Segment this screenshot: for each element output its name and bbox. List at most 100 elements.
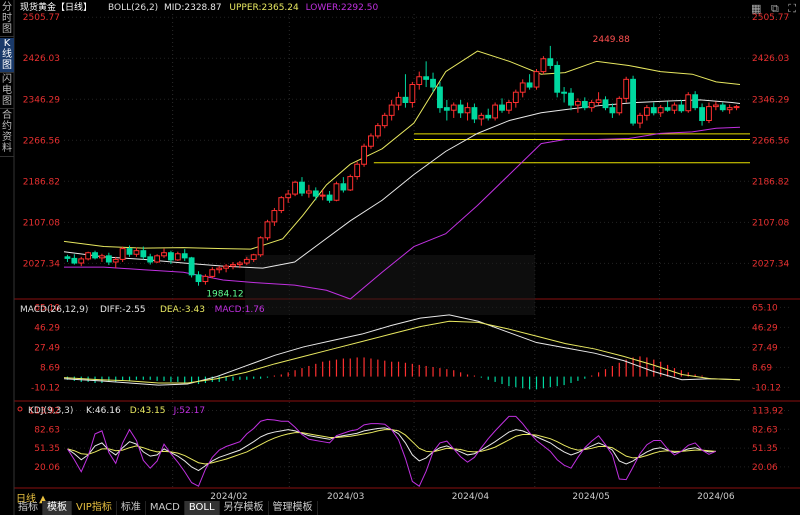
candle-body [574,100,581,106]
price-annotation-high: 2449.88 [593,35,630,45]
candle-body [671,104,678,111]
macd-ytick-left: 46.29 [34,323,60,333]
tab-templates[interactable]: 模板 [43,501,72,515]
tab-save-template[interactable]: 另存模板 [220,501,269,515]
candle-body [588,101,595,109]
candle-body [526,82,533,88]
compare-icon[interactable]: ⧉ [770,2,779,15]
tab-time-sharing[interactable]: 分时图 [0,2,14,37]
tab-vip-indicators[interactable]: VIP指标 [72,501,117,515]
candle [664,101,671,112]
candle [99,253,105,262]
candle [264,219,271,241]
candle [154,254,161,264]
candle-body [464,107,471,114]
candle-body [292,181,298,195]
candle-body [230,264,236,267]
candle [733,105,740,111]
instrument-title: 现货黄金【日线】 [20,1,92,13]
tab-contract-info[interactable]: 合约资料 [0,110,14,157]
fullscreen-icon[interactable]: ⛶ [788,2,796,15]
macd-legend-0: DIFF:-2.55 [100,305,146,315]
candle [443,99,450,121]
tab-indicators[interactable]: 指标 [14,501,43,515]
tab-k-line[interactable]: K线图 [0,38,14,73]
grid-icon[interactable]: ▦ [751,2,762,15]
candle [609,103,616,118]
tab-lightning-chart[interactable]: 闪电图 [0,74,14,109]
candle [340,177,347,193]
candle-body [409,83,416,103]
main-ytick-left: 2266.56 [23,136,60,146]
main-ytick-right: 2186.82 [752,177,789,187]
main-ytick-right: 2505.77 [752,13,789,23]
period-selector[interactable]: 日线 ▲ [16,494,47,505]
tab-standard[interactable]: 标准 [117,501,146,515]
candle [85,251,92,261]
candle [533,69,540,90]
candle [181,249,188,261]
candle [699,103,705,126]
candle-body [223,265,230,269]
candle [630,75,636,126]
candle-body [340,183,347,191]
candle-body [209,269,216,277]
candle-body [643,107,650,116]
candle [250,253,257,262]
tab-boll[interactable]: BOLL [184,501,220,515]
candle-body [133,250,140,255]
candle-body [71,257,78,264]
candle [547,45,554,70]
candle [719,102,726,112]
kdj-settings-icon [17,406,23,412]
kdj-j-line [67,415,717,487]
kdj-ytick-left: 20.06 [34,463,60,473]
candle-body [257,237,264,256]
candle-body [685,94,692,112]
candle-body [347,176,354,191]
candle [712,101,719,111]
boll-upper-line [63,50,741,250]
tab-manage-templates[interactable]: 管理模板 [269,501,318,515]
candle-body [692,94,699,109]
candle [64,254,71,262]
candle-body [285,193,292,199]
candle [168,250,174,265]
tab-macd[interactable]: MACD [146,501,185,515]
candle [726,104,733,114]
candle [361,143,367,167]
candle [595,92,602,106]
candle-body [699,107,705,121]
candle [409,81,416,108]
candle-body [140,250,147,258]
candle [243,256,250,266]
candle [492,102,499,121]
candle [388,99,395,121]
candle [271,207,278,226]
candle [561,87,568,103]
macd-ytick-right: 65.10 [752,303,778,313]
candle-body [540,58,547,73]
candle [236,260,243,269]
candle [623,76,630,103]
macd-ytick-left: -10.12 [31,383,60,393]
candle-body [726,107,733,111]
candle-body [381,114,388,127]
candle [416,71,423,90]
kdj-legend-2: J:52.17 [173,406,205,416]
macd-ytick-left: 8.69 [40,363,60,373]
candle-body [733,106,740,109]
boll-indicator-label: BOLL(26,2) [108,3,158,13]
macd-legend-2: MACD:1.76 [215,305,265,315]
candle-body [616,97,623,114]
candle-body [450,104,457,111]
candle-body [374,125,381,137]
candle-body [250,254,257,260]
boll-mid-line [63,99,741,269]
candle-body [512,91,519,103]
kdj-ytick-right: 82.63 [752,425,778,435]
candle-body [64,256,71,259]
candle-body [650,107,657,114]
candle [457,99,464,118]
